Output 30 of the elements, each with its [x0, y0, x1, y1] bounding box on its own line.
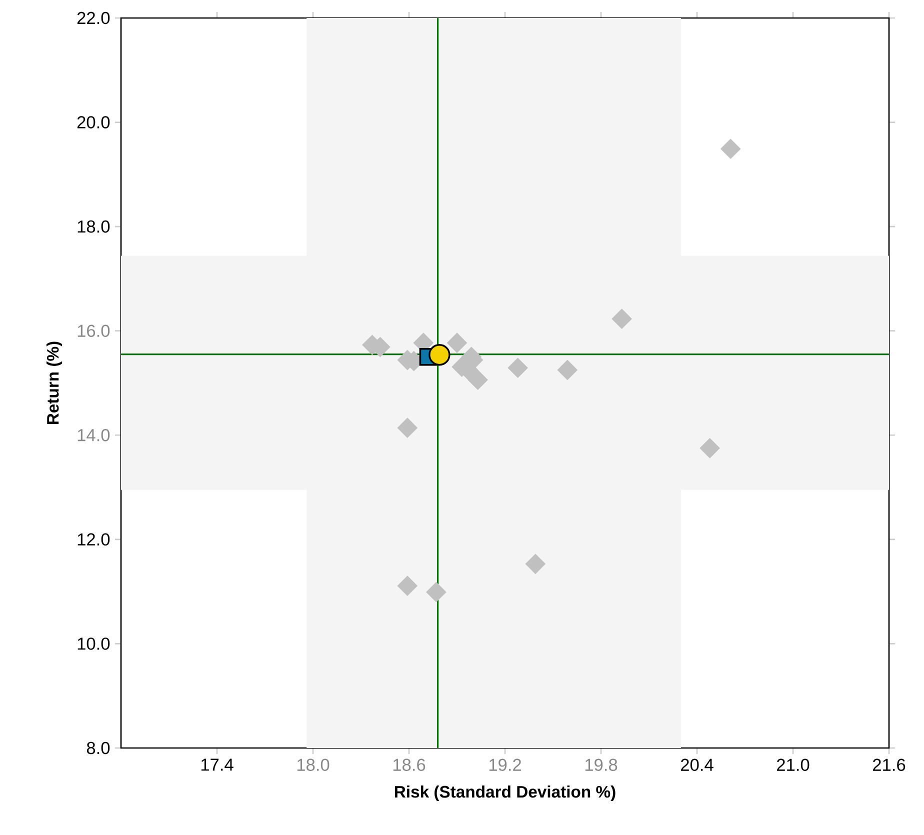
x-axis-title: Risk (Standard Deviation %) — [394, 785, 616, 801]
point — [426, 582, 446, 602]
x-tick-label: 19.8 — [585, 758, 618, 771]
point — [720, 138, 741, 159]
x-tick-label: 20.4 — [681, 758, 714, 771]
y-tick-label: 16.0 — [78, 324, 110, 337]
point — [557, 360, 578, 380]
y-tick-label: 18.0 — [78, 220, 110, 233]
y-tick-label: 22.0 — [77, 12, 110, 24]
x-tick-label: 21.6 — [873, 758, 906, 771]
y-axis-title: Return (%) — [46, 342, 62, 424]
point — [525, 554, 546, 574]
y-tick-label: 20.0 — [77, 116, 110, 128]
point — [397, 576, 418, 596]
point — [508, 358, 528, 378]
x-tick-label: 19.2 — [489, 758, 521, 771]
y-tick-label: 12.0 — [78, 533, 110, 546]
point — [397, 418, 418, 438]
point — [428, 344, 450, 366]
x-tick-label: 18.0 — [297, 758, 330, 771]
y-tick-label: 8.0 — [86, 742, 110, 754]
y-tick-label: 10.0 — [78, 638, 110, 650]
x-tick-label: 21.0 — [777, 758, 810, 771]
point — [468, 370, 488, 390]
point — [700, 438, 720, 458]
point — [612, 308, 632, 329]
point — [446, 332, 468, 353]
y-tick-label: 14.0 — [78, 429, 110, 442]
x-tick-label: 17.4 — [201, 758, 234, 771]
x-tick-label: 18.6 — [393, 758, 426, 771]
